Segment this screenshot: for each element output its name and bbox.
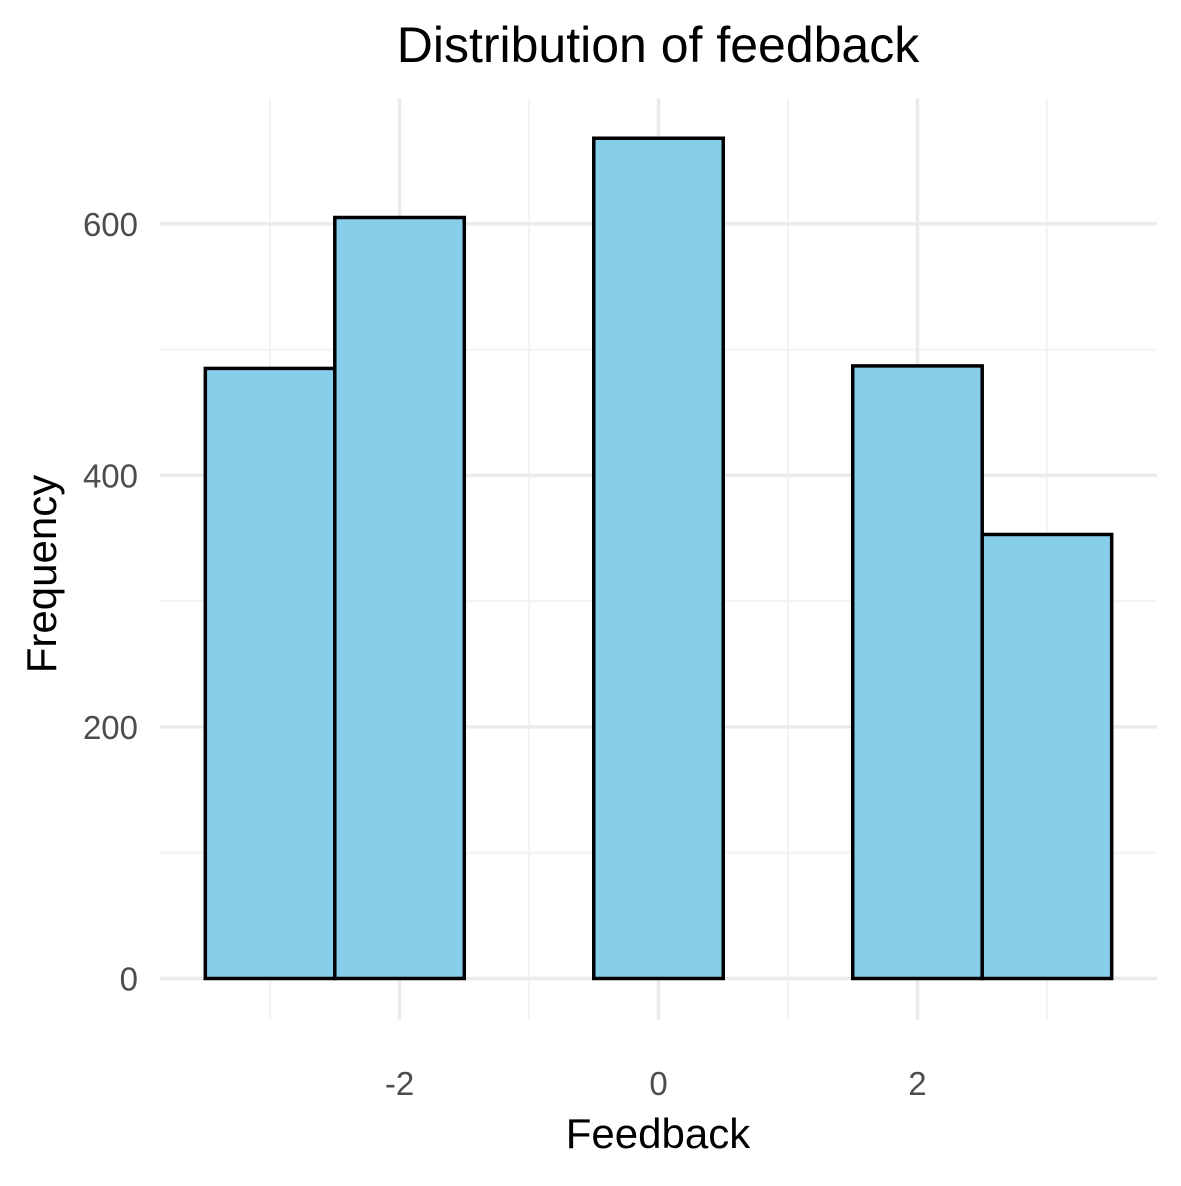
y-tick-label: 0 — [120, 960, 138, 997]
x-tick-label: 2 — [908, 1065, 926, 1102]
x-axis-label: Feedback — [566, 1110, 751, 1157]
histogram-bar — [592, 136, 725, 981]
y-tick-label: 600 — [83, 206, 138, 243]
chart-title: Distribution of feedback — [397, 17, 921, 73]
tick-labels-layer: 0 200 400 600 -2 0 2 — [83, 206, 927, 1102]
bars-layer — [203, 136, 1114, 981]
histogram-bar — [203, 366, 337, 981]
y-axis-label: Frequency — [18, 475, 65, 673]
x-tick-label: -2 — [385, 1065, 414, 1102]
histogram-bar — [980, 532, 1114, 981]
histogram-bar — [850, 364, 984, 981]
x-tick-label: 0 — [649, 1065, 667, 1102]
histogram-bar — [333, 215, 467, 981]
y-tick-label: 400 — [83, 457, 138, 494]
y-tick-label: 200 — [83, 709, 138, 746]
